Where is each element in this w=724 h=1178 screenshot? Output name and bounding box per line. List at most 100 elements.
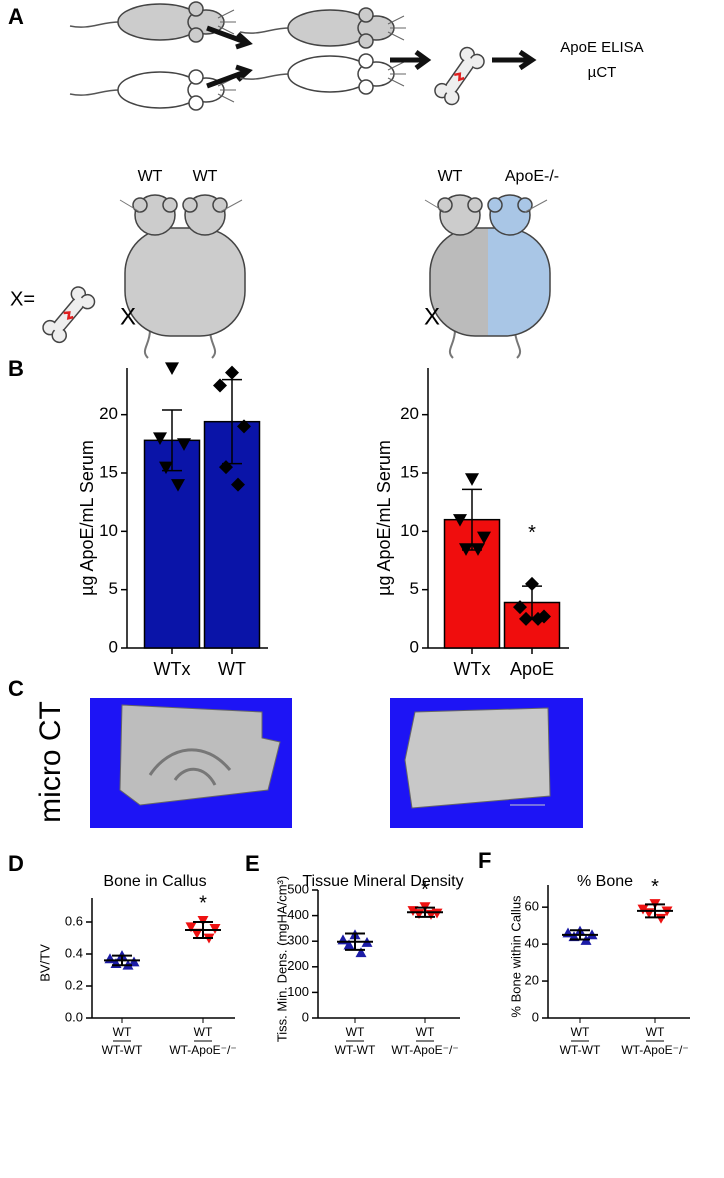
data-point [471,543,485,556]
bone-scan [404,707,551,809]
y-tick-label: 0.2 [65,977,83,992]
fracture-mark: X [120,303,136,330]
data-point [337,934,349,945]
x-tick-label: WT-ApoE⁻/⁻ [621,1043,688,1057]
data-point [355,947,367,958]
x-tick-group: WT [571,1025,590,1039]
x-tick-group: WT [416,1025,435,1039]
bone-scan [119,704,281,806]
mouse-label: WT [193,168,218,185]
y-axis-label: µg ApoE/mL Serum [77,440,97,596]
data-point [531,611,545,626]
data-point [159,461,173,475]
data-point [525,576,539,591]
x-tick-label: WT [218,659,246,679]
y-tick-label: 5 [410,579,419,598]
chart-title: % Bone [577,873,633,890]
x-tick-group: WT [113,1025,132,1039]
x-tick-group: WT [646,1025,665,1039]
mouse-label: WT [438,168,463,185]
y-tick-label: 0 [410,637,419,656]
arrow [206,25,253,50]
mouse-label: ApoE-/- [505,168,559,185]
data-point [637,904,649,915]
panel-label: C [8,676,24,701]
y-tick-label: 0 [532,1009,539,1024]
data-point [231,477,245,492]
bone-icon [430,43,489,109]
y-tick-label: 15 [99,462,118,481]
data-point [237,419,251,434]
y-tick-label: 20 [99,404,118,423]
y-axis-label: µg ApoE/mL Serum [374,440,394,596]
bone-icon [38,282,99,347]
panel-label: F [478,848,491,873]
data-point [213,378,227,393]
data-point [459,543,473,556]
data-point [477,531,491,545]
y-tick-label: 300 [287,933,309,948]
y-tick-label: 40 [525,936,539,951]
data-point [165,362,179,375]
x-tick-group: WT [346,1025,365,1039]
parabiosis-mouse [239,53,407,95]
y-tick-label: 0.4 [65,945,83,960]
y-tick-label: 5 [109,579,118,598]
data-point [225,365,239,380]
bone-legend: X= [10,288,35,310]
data-point [197,916,209,926]
data-point [655,913,667,924]
panel-c: C micro CT [8,676,583,828]
arrow [390,49,432,71]
data-point [171,479,185,492]
panel-label: A [8,4,24,29]
y-axis-label: BV/TV [37,944,52,982]
panel-label: E [245,851,260,876]
y-tick-label: 0.6 [65,913,83,928]
y-tick-label: 0 [109,637,118,656]
mouse-icon [69,1,237,43]
x-tick-label: WTx [454,659,491,679]
y-tick-label: 100 [287,984,309,999]
significance-mark: * [528,522,536,544]
data-point [453,514,467,527]
pair-wt-apoe: WT ApoE-/- X [424,168,559,359]
y-tick-label: 10 [400,521,419,540]
mouse-icon [69,69,237,111]
data-point [513,600,527,615]
y-tick-label: 60 [525,899,539,914]
x-tick-label: WT-WT [335,1043,376,1057]
y-tick-label: 500 [287,881,309,896]
y-tick-label: 20 [525,972,539,987]
panel-a: A ApoE ELISA µCT X= WT WT X WT [8,1,644,359]
image-label: micro CT [34,701,67,823]
arrow [492,49,537,71]
x-tick-label: WT-WT [102,1043,143,1057]
mouse-label: WT [138,168,163,185]
data-point [153,432,167,445]
data-point [209,924,221,934]
x-tick-label: ApoE [510,659,554,679]
parabiosis-mouse [239,7,407,49]
data-point [465,473,479,486]
x-tick-label: WT-ApoE⁻/⁻ [169,1043,236,1057]
bar [143,439,201,649]
pair-wt-wt: WT WT X [119,168,246,359]
data-point [177,438,191,451]
data-point [219,460,233,475]
chart-title: Bone in Callus [103,873,206,890]
data-point [185,922,197,933]
data-point [519,611,533,626]
y-tick-label: 200 [287,958,309,973]
panel-label: B [8,356,24,381]
data-point [343,939,355,950]
chart-title: Tissue Mineral Density [302,873,463,890]
x-tick-group: WT [194,1025,213,1039]
y-tick-label: 20 [400,404,419,423]
significance-mark: * [421,879,429,901]
readout: µCT [588,64,617,81]
y-tick-label: 0.0 [65,1009,83,1024]
significance-mark: * [651,876,659,898]
